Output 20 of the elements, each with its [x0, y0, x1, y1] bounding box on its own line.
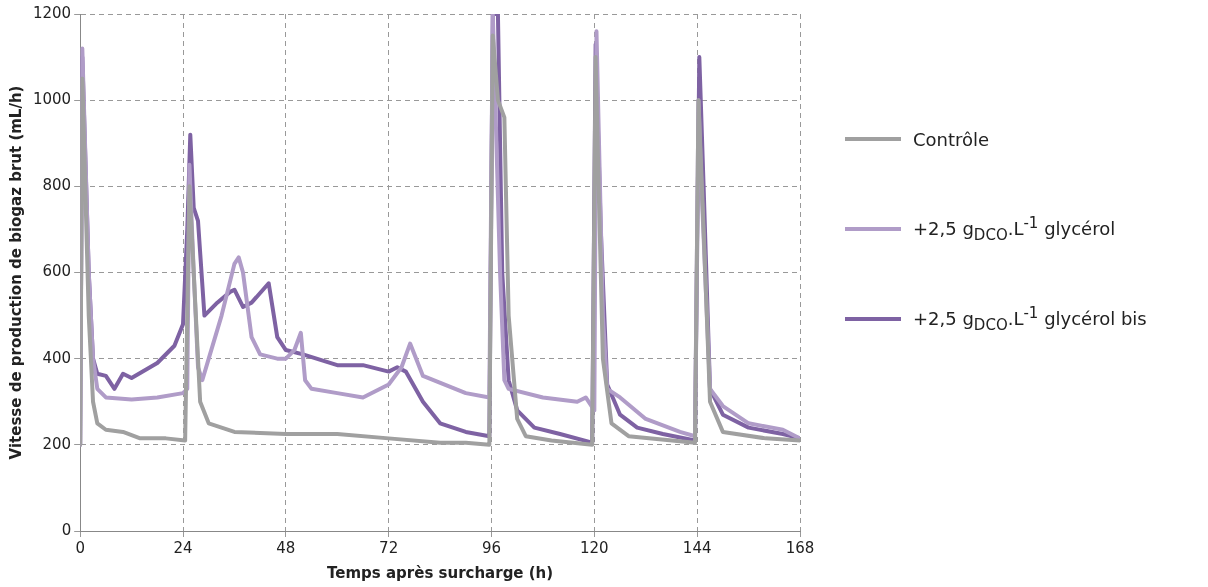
y-tick-label: 1200 [32, 3, 72, 22]
y-axis-title: Vitesse de production de biogaz brut (mL/h) [6, 85, 25, 460]
x-tick-label: 72 [379, 538, 399, 557]
y-tick-label: 800 [42, 176, 72, 195]
y-tick-label: 1000 [32, 90, 72, 109]
y-tick-label: 0 [61, 520, 72, 539]
y-tick-label: 400 [42, 348, 72, 367]
x-tick-label: 48 [276, 538, 296, 557]
legend-label: +2,5 g$_{DCO}$.L$^{-1}$ glycérol bis [913, 304, 1147, 334]
x-tick-label: 168 [785, 538, 815, 557]
x-axis-title: Temps après surcharge (h) [327, 563, 554, 582]
x-tick-label: 144 [682, 538, 712, 557]
x-tick-label: 120 [580, 538, 609, 557]
y-tick-label: 600 [42, 262, 72, 281]
y-tick-label: 200 [42, 434, 72, 453]
x-tick-label: 24 [173, 538, 193, 557]
legend-label: +2,5 g$_{DCO}$.L$^{-1}$ glycérol [913, 214, 1116, 244]
x-tick-label: 96 [481, 538, 502, 557]
legend-label: Contrôle [913, 128, 990, 150]
x-tick-label: 0 [75, 538, 85, 557]
